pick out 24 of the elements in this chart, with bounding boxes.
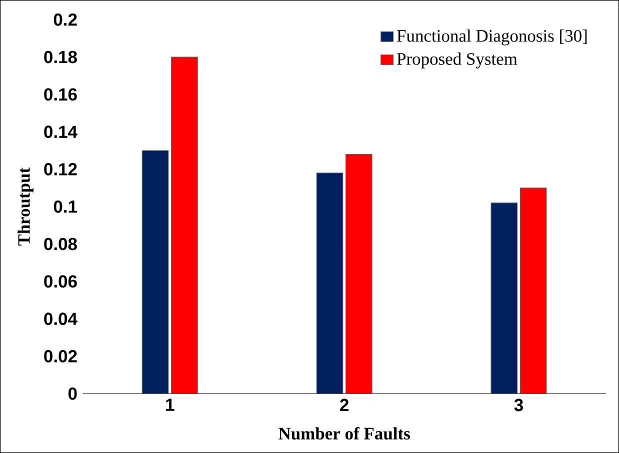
y-tick-label: 0.2 — [54, 13, 77, 26]
x-axis-title: Number of Faults — [278, 427, 410, 440]
bar — [345, 154, 372, 394]
bar — [316, 172, 344, 394]
y-tick-label: 0 — [68, 387, 77, 400]
y-tick-label: 0.1 — [54, 200, 78, 213]
y-tick-label: 0.04 — [44, 312, 78, 326]
bar — [171, 56, 198, 394]
y-tick-label: 0.14 — [44, 126, 78, 138]
bar — [490, 202, 518, 394]
x-tick-label: 3 — [514, 398, 523, 412]
y-tick-label: 0.02 — [44, 350, 77, 362]
y-tick-label: 0.08 — [44, 238, 77, 250]
bar — [520, 188, 547, 394]
y-tick-label: 0.18 — [44, 50, 77, 64]
y-tick-label: 0.16 — [44, 88, 77, 101]
bar — [142, 150, 169, 394]
legend-label: Proposed System — [397, 52, 518, 68]
x-tick-label: 1 — [166, 398, 174, 411]
x-tick-label: 2 — [340, 398, 348, 412]
legend-label: Functional Diagonosis [30] — [397, 29, 587, 46]
y-axis-title: Throutput — [18, 168, 34, 246]
y-tick-label: 0.06 — [44, 275, 77, 288]
y-tick-label: 0.12 — [44, 163, 77, 176]
